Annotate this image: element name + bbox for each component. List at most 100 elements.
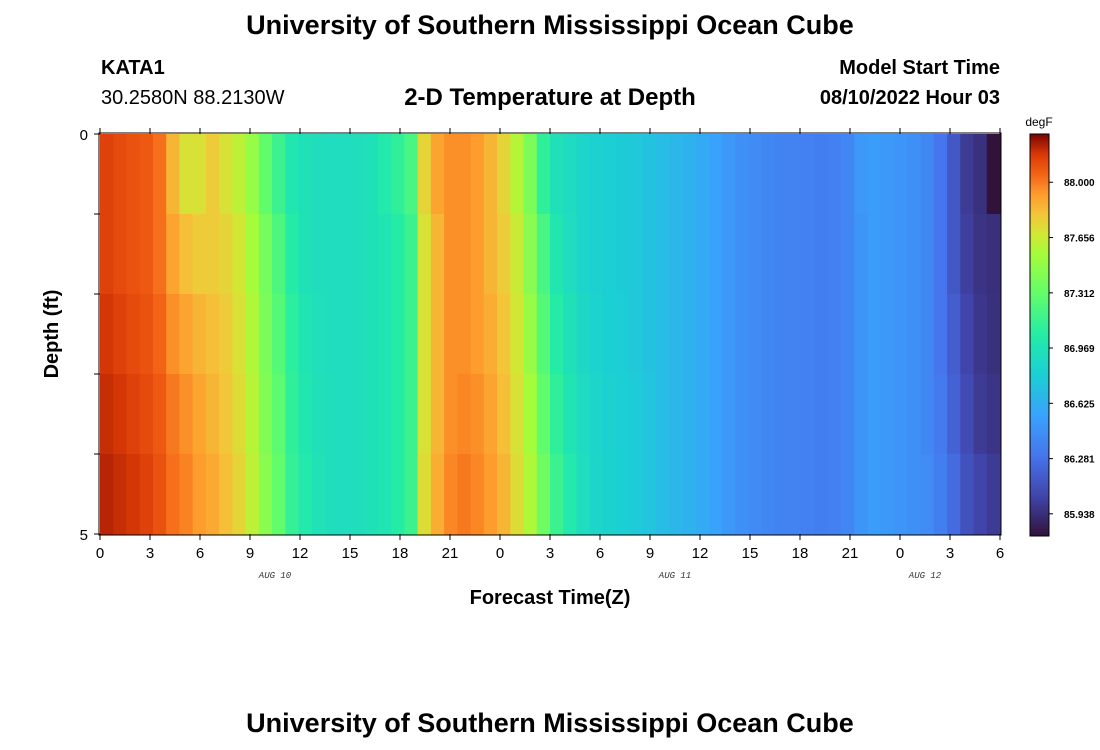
heatmap-cell: [430, 214, 445, 295]
heatmap-cell: [907, 374, 922, 455]
heatmap-cell: [311, 134, 326, 215]
heatmap-cell: [245, 134, 260, 215]
heatmap-cell: [642, 134, 657, 215]
heatmap-cell: [325, 454, 339, 535]
heatmap-cell: [589, 454, 604, 535]
heatmap-cell: [126, 374, 141, 455]
heatmap-cell: [775, 214, 789, 295]
heatmap-cell: [391, 134, 406, 215]
heatmap-cell: [907, 454, 922, 535]
heatmap-cell: [232, 214, 247, 295]
heatmap-cell: [139, 134, 154, 215]
heatmap-cell: [602, 294, 617, 375]
heatmap-cell: [708, 454, 723, 535]
heatmap-cell: [391, 214, 406, 295]
heatmap-cell: [152, 454, 167, 535]
heatmap-cell: [430, 454, 445, 535]
heatmap-cell: [880, 134, 895, 215]
heatmap-cell: [920, 134, 935, 215]
heatmap-cell: [430, 294, 445, 375]
heatmap-cell: [444, 214, 458, 295]
heatmap-cell: [258, 294, 273, 375]
heatmap-cell: [827, 294, 842, 375]
heatmap-cell: [669, 134, 683, 215]
heatmap-cell: [616, 294, 631, 375]
heatmap-cell: [814, 374, 829, 455]
heatmap-cell: [576, 134, 591, 215]
heatmap-cell: [272, 134, 286, 215]
heatmap-cell: [867, 374, 882, 455]
heatmap-cell: [391, 454, 406, 535]
heatmap-cell: [735, 454, 750, 535]
heatmap-cell: [761, 374, 776, 455]
heatmap-cell: [722, 374, 736, 455]
heatmap-cell: [788, 134, 803, 215]
heatmap-cell: [152, 294, 167, 375]
heatmap-cell: [708, 374, 723, 455]
heatmap-cell: [457, 134, 472, 215]
heatmap-cell: [523, 134, 538, 215]
heatmap-cell: [139, 454, 154, 535]
heatmap-cell: [894, 454, 908, 535]
heatmap-cell: [219, 134, 233, 215]
heatmap-cell: [986, 454, 1001, 535]
heatmap-cell: [325, 134, 339, 215]
heatmap-cell: [232, 134, 247, 215]
heatmap-cell: [629, 134, 644, 215]
heatmap-cell: [100, 374, 114, 455]
heatmap-cell: [219, 454, 233, 535]
heatmap-cell: [960, 214, 975, 295]
heatmap-cell: [523, 294, 538, 375]
heatmap-cell: [841, 294, 856, 375]
heatmap-cell: [510, 214, 525, 295]
heatmap-cell: [629, 294, 644, 375]
heatmap-cell: [986, 374, 1001, 455]
heatmap-cell: [801, 214, 816, 295]
heatmap-cell: [192, 214, 207, 295]
heatmap-cell: [364, 454, 379, 535]
heatmap-cell: [629, 374, 644, 455]
heatmap-cell: [880, 454, 895, 535]
heatmap-cell: [523, 214, 538, 295]
heatmap-cell: [404, 374, 419, 455]
heatmap-cell: [258, 454, 273, 535]
heatmap-cell: [788, 294, 803, 375]
heatmap-cell: [351, 294, 366, 375]
heatmap-cell: [695, 214, 710, 295]
heatmap-cell: [404, 134, 419, 215]
heatmap-cell: [219, 214, 233, 295]
heatmap-cell: [457, 374, 472, 455]
heatmap-cell: [973, 294, 988, 375]
heatmap-cell: [298, 294, 313, 375]
heatmap-cell: [576, 454, 591, 535]
heatmap-cell: [563, 134, 578, 215]
colorbar-tick-label: 86.969: [1064, 344, 1095, 355]
heatmap-cell: [272, 214, 286, 295]
heatmap-cell: [364, 374, 379, 455]
heatmap-cell: [298, 134, 313, 215]
heatmap-cell: [430, 134, 445, 215]
heatmap-cell: [960, 374, 975, 455]
colorbar-tick-label: 87.656: [1064, 234, 1095, 245]
heatmap-cell: [550, 134, 564, 215]
chart-title: 2-D Temperature at Depth: [404, 84, 696, 111]
heatmap-cell: [258, 214, 273, 295]
heatmap-cell: [841, 454, 856, 535]
x-tick-label: 15: [342, 545, 359, 562]
heatmap-cell: [113, 294, 128, 375]
heatmap-cell: [735, 374, 750, 455]
heatmap-cell: [616, 374, 631, 455]
heatmap-cell: [497, 294, 511, 375]
heatmap-cell: [338, 214, 353, 295]
heatmap-cell: [470, 294, 485, 375]
heatmap-cell: [814, 294, 829, 375]
heatmap-cell: [960, 134, 975, 215]
x-day-label: AUG 10: [258, 571, 292, 581]
heatmap-cell: [854, 374, 869, 455]
heatmap-cell: [867, 214, 882, 295]
heatmap-cell: [841, 134, 856, 215]
heatmap-cell: [748, 374, 763, 455]
heatmap-cell: [682, 454, 697, 535]
heatmap-cell: [682, 294, 697, 375]
heatmap-cell: [510, 294, 525, 375]
